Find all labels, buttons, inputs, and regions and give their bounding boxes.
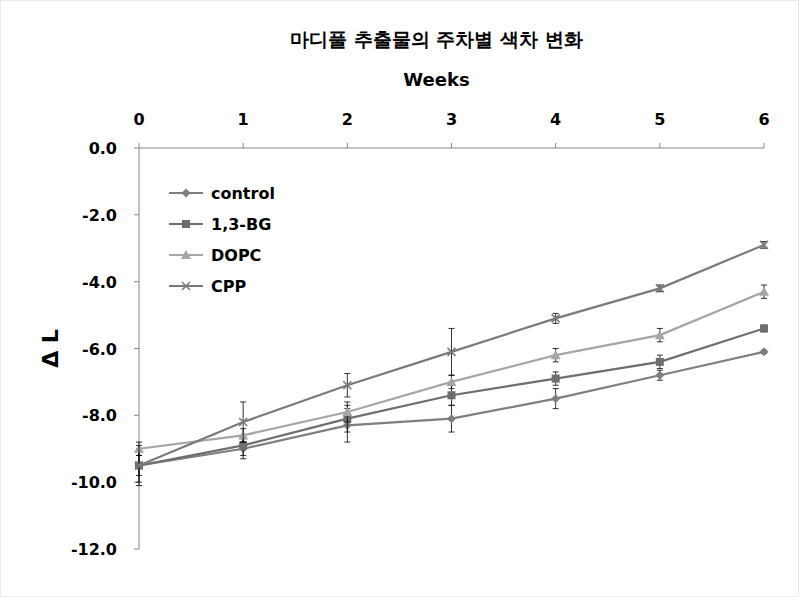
point: [656, 284, 664, 292]
y-tick: [134, 148, 139, 149]
y-tick-label: -10.0: [71, 473, 117, 492]
point: [656, 358, 664, 366]
point: [655, 330, 665, 339]
legend-label: 1,3-BG: [211, 215, 271, 234]
x-tick-label: 2: [342, 110, 353, 129]
x-tick: [555, 143, 556, 148]
point: [239, 441, 247, 449]
legend-marker: [182, 282, 190, 290]
error-bar: [344, 374, 350, 397]
point: [551, 350, 561, 359]
point: [760, 347, 769, 356]
point: [135, 461, 143, 469]
x-tick: [139, 143, 140, 148]
series-line: [139, 328, 764, 465]
y-tick-label: -2.0: [82, 206, 117, 225]
error-bar: [761, 325, 767, 332]
point: [759, 287, 769, 296]
y-tick-label: -8.0: [82, 406, 117, 425]
y-tick: [134, 214, 139, 215]
y-tick: [134, 348, 139, 349]
error-bar: [657, 285, 663, 292]
x-tick: [764, 143, 765, 148]
point: [447, 414, 456, 423]
point: [343, 381, 351, 389]
point: [655, 371, 664, 380]
plot-area: [134, 241, 769, 486]
legend-marker: [182, 220, 190, 228]
point: [552, 314, 560, 322]
error-bar: [553, 372, 559, 385]
x-tick: [659, 143, 660, 148]
background: [0, 0, 799, 597]
x-tick: [451, 143, 452, 148]
x-tick: [243, 143, 244, 148]
legend-marker: [181, 250, 191, 259]
chart: 마디풀 추출물의 주차별 색차 변화 Weeks Δ L 0 1 2 3 4 5 6 0.0 -2.0…: [0, 0, 799, 597]
series: [135, 241, 768, 486]
y-tick-label: -6.0: [82, 340, 117, 359]
y-tick-label: -12.0: [71, 540, 117, 559]
legend-label: control: [211, 184, 275, 203]
y-tick: [134, 281, 139, 282]
point: [447, 377, 457, 386]
point: [342, 407, 352, 416]
series: [134, 285, 769, 455]
y-axis-label: Δ L: [38, 329, 63, 368]
legend: control 1,3-BG DOPC CPP: [169, 184, 275, 296]
legend-label: CPP: [211, 277, 246, 296]
point: [551, 394, 560, 403]
error-bar: [240, 402, 246, 442]
series: [135, 324, 768, 475]
y-tick-label: -4.0: [82, 273, 117, 292]
point: [760, 241, 768, 249]
x-tick-label: 3: [446, 110, 457, 129]
x-tick-label: 1: [238, 110, 249, 129]
x-tick-label: 0: [133, 110, 144, 129]
legend-label: DOPC: [211, 246, 261, 265]
x-tick-label: 4: [550, 110, 561, 129]
point: [760, 324, 768, 332]
error-bar: [761, 242, 767, 249]
y-tick: [134, 549, 139, 550]
x-tick-label: 5: [654, 110, 665, 129]
x-tick-label: 6: [758, 110, 769, 129]
series-line: [139, 245, 764, 466]
x-tick: [347, 143, 348, 148]
title: 마디풀 추출물의 주차별 색차 변화: [290, 28, 582, 50]
y-tick: [134, 415, 139, 416]
error-bar: [449, 328, 455, 375]
point: [552, 375, 560, 383]
error-bar: [657, 355, 663, 368]
error-bar: [553, 313, 559, 323]
point: [448, 348, 456, 356]
legend-marker: [182, 189, 191, 198]
error-bar: [136, 445, 142, 485]
x-axis-label: Weeks: [403, 69, 469, 90]
y-tick-label: 0.0: [89, 139, 117, 158]
point: [239, 418, 247, 426]
point: [448, 391, 456, 399]
